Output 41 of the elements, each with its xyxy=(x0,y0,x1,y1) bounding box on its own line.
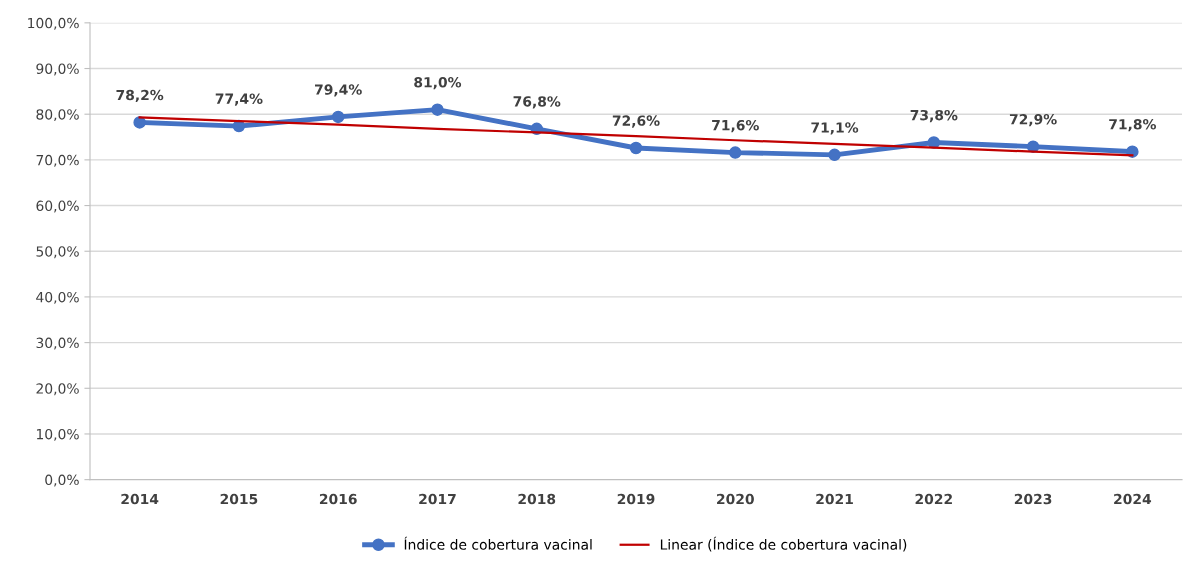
y-tick-label: 90,0% xyxy=(36,63,79,76)
y-tick-label: 30,0% xyxy=(36,337,79,350)
x-tick-label: 2023 xyxy=(1014,493,1052,505)
x-tick-label: 2014 xyxy=(121,493,159,505)
y-tick-label: 100,0% xyxy=(28,17,79,30)
y-tick-label: 50,0% xyxy=(36,246,79,259)
point xyxy=(431,103,444,116)
x-tick-label: 2019 xyxy=(617,493,655,505)
point xyxy=(729,146,742,159)
data-label: 71,8% xyxy=(1109,119,1157,132)
x-tick-label: 2021 xyxy=(816,493,853,505)
data-label: 73,8% xyxy=(910,109,958,123)
data-label: 76,8% xyxy=(513,96,561,109)
point xyxy=(629,141,643,155)
x-tick-label: 2022 xyxy=(915,493,952,505)
data-label: 72,9% xyxy=(1009,113,1057,127)
y-tick-label: 0,0% xyxy=(45,474,79,487)
x-tick-label: 2024 xyxy=(1114,493,1152,505)
x-tick-label: 2017 xyxy=(419,493,456,505)
legend-label: Índice de cobertura vacinal xyxy=(404,536,592,550)
legend-label: Linear (Índice de cobertura vacinal) xyxy=(660,536,907,552)
x-tick-label: 2018 xyxy=(518,493,556,505)
data-label: 72,6% xyxy=(612,115,660,128)
y-tick-label: 40,0% xyxy=(36,291,79,304)
y-tick-label: 70,0% xyxy=(36,154,79,167)
data-label: 78,2% xyxy=(116,89,164,103)
y-tick-label: 80,0% xyxy=(36,109,79,122)
data-label: 79,4% xyxy=(315,84,362,97)
y-tick-label: 20,0% xyxy=(36,383,79,396)
data-label: 71,6% xyxy=(712,119,759,133)
data-label: 71,1% xyxy=(811,122,859,135)
y-tick-label: 60,0% xyxy=(36,200,79,213)
point xyxy=(133,116,146,129)
x-tick-label: 2015 xyxy=(220,493,258,505)
y-tick-label: 10,0% xyxy=(36,428,79,441)
point xyxy=(331,110,345,124)
data-label: 77,4% xyxy=(215,93,263,106)
data-label: 81,0% xyxy=(414,76,462,90)
x-tick-label: 2020 xyxy=(717,493,754,505)
point xyxy=(828,148,841,162)
x-tick-label: 2016 xyxy=(319,493,357,505)
